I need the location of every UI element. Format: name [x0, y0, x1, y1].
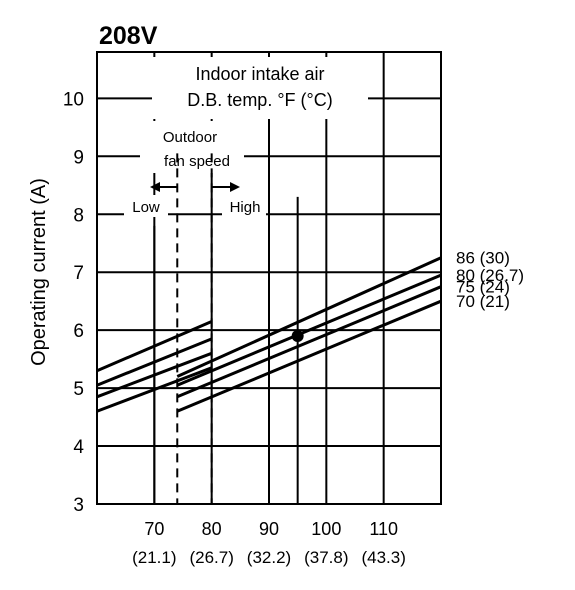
y-tick-label: 4: [73, 437, 84, 458]
x-tick-celsius-label: (43.3): [361, 548, 405, 567]
x-tick-label: 90: [259, 519, 279, 539]
y-tick-label: 6: [73, 321, 84, 342]
y-tick-label: 10: [63, 89, 84, 110]
series-line: [176, 273, 442, 387]
y-tick-label: 5: [73, 379, 84, 400]
plot-frame: [96, 51, 442, 505]
x-tick-celsius-label: (37.8): [304, 548, 348, 567]
y-tick-label: 3: [73, 495, 84, 516]
arrow-right-icon: [212, 182, 240, 192]
series-line: [176, 299, 442, 413]
x-tick-label: 100: [311, 519, 341, 539]
x-axis-ticks: 70 (21.1) 80 (26.7) 90 (32.2) 100 (37.8) 110 (43.…: [132, 519, 406, 567]
x-tick-label: 80: [202, 519, 222, 539]
series-label: 86 (30): [456, 249, 510, 268]
x-tick-celsius-label: (21.1): [132, 548, 176, 567]
y-tick-label: 9: [73, 147, 84, 168]
series-line: [176, 285, 442, 399]
indoor-label-line1: Indoor intake air: [195, 64, 324, 84]
arrow-left-icon: [150, 182, 178, 192]
y-axis-label: Operating current (A): [28, 178, 50, 366]
fan-label-line2: fan speed: [164, 153, 230, 170]
annotations: Indoor intake air D.B. temp. °F (°C) Out…: [124, 57, 368, 504]
fan-low-bg: [124, 195, 168, 217]
x-tick-label: 70: [144, 519, 164, 539]
fan-label-line1: Outdoor: [163, 129, 217, 146]
operating-point-marker: [291, 329, 304, 342]
indoor-label-line2: D.B. temp. °F (°C): [187, 90, 332, 110]
fan-label-bg: [140, 121, 244, 173]
y-axis-ticks: 3 4 5 6 7 8 9 10: [63, 89, 85, 516]
series-label: 80 (26.7): [456, 266, 524, 285]
y-tick-label: 8: [73, 205, 84, 226]
y-tick-label: 7: [73, 263, 84, 284]
x-tick-celsius-label: (32.2): [247, 548, 291, 567]
series-label: 70 (21): [456, 292, 510, 311]
fan-low-label: Low: [132, 199, 160, 216]
chart-title: 208V: [99, 22, 158, 50]
x-tick-celsius-label: (26.7): [189, 548, 233, 567]
fan-high-bg: [222, 195, 266, 217]
fan-high-label: High: [230, 199, 261, 216]
grid: [97, 52, 441, 504]
indoor-label-bg: [152, 57, 368, 119]
x-tick-label: 110: [369, 519, 398, 539]
series-line: [176, 256, 442, 378]
series-label: 75 (24): [456, 278, 510, 297]
